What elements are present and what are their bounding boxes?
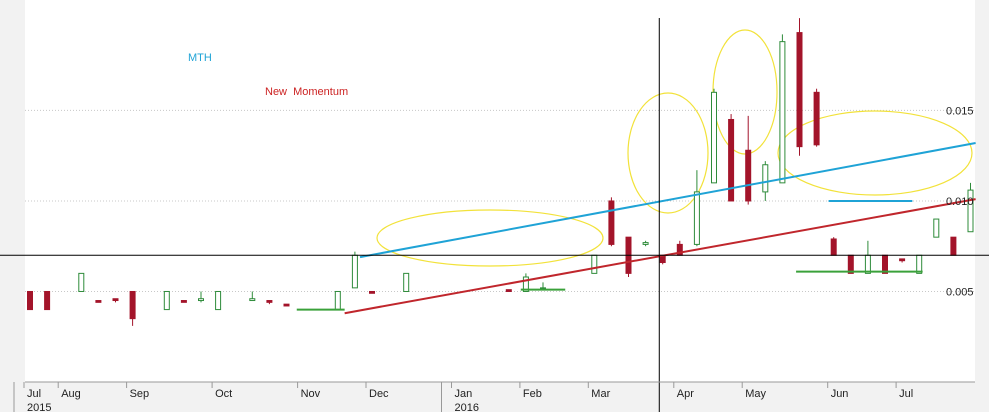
candle-body (334, 290, 341, 311)
candle-body (44, 290, 51, 311)
candle-body (27, 290, 33, 311)
x-tick-label: Oct (215, 388, 232, 400)
candle-body (403, 272, 410, 292)
candle-body (129, 290, 136, 320)
candle-body (78, 272, 85, 292)
plot-area (25, 0, 975, 382)
x-tick-label: Jul (27, 388, 41, 400)
x-tick-label: Sep (130, 388, 150, 400)
candle-body (266, 300, 273, 303)
trendline (344, 198, 976, 315)
candle-body (728, 118, 735, 202)
y-tick-label: 0.015 (946, 105, 974, 117)
annotation: MTH (188, 52, 212, 64)
ellipse (376, 209, 604, 267)
x-tick-label: Jul (899, 388, 913, 400)
candle-body (249, 298, 256, 302)
candle-body (899, 258, 906, 262)
candle-body (950, 236, 957, 256)
x-tick-label: May (745, 388, 766, 400)
candle-body (163, 290, 170, 311)
candle-body (198, 298, 204, 302)
candle-body (642, 242, 649, 245)
candle-body (591, 254, 598, 274)
axes: 0.005 0.010 0.015 Jul Aug Sep Oct Nov Dec Jan Feb M… (13, 105, 975, 412)
candle-body (351, 254, 358, 289)
candle-body (505, 289, 512, 292)
candle-body (796, 32, 803, 148)
x-tick-label: Feb (523, 388, 542, 400)
x-tick-label: Jan (455, 388, 473, 400)
y-tick-label: 0.010 (946, 196, 974, 208)
x-tick-label: Dec (369, 388, 389, 400)
x-tick-label: Jun (831, 388, 849, 400)
trendlines (0, 18, 989, 412)
candle-body (711, 91, 717, 184)
candle-body (779, 41, 786, 184)
candle-body (813, 91, 820, 146)
x-tick-label: Aug (61, 388, 81, 400)
candle-body (180, 300, 187, 303)
candle-body (112, 298, 119, 302)
candle-body (215, 290, 222, 311)
trendline (359, 142, 976, 259)
year-label: 2016 (455, 402, 479, 412)
candle-body (369, 290, 375, 294)
ellipse (627, 92, 709, 214)
candle-body (933, 218, 940, 238)
x-tick-label: Apr (677, 388, 694, 400)
annotation: New Momentum (265, 86, 348, 98)
x-tick-label: Mar (591, 388, 610, 400)
candle-body (745, 149, 752, 202)
x-tick-label: Nov (301, 388, 321, 400)
ellipse (777, 110, 973, 196)
year-label: 2015 (27, 402, 51, 412)
candle-body (693, 191, 700, 245)
candle-body (830, 238, 837, 256)
candle-body (762, 164, 769, 193)
candle-body (967, 189, 974, 233)
y-tick-label: 0.005 (946, 286, 974, 298)
candle-body (608, 200, 615, 245)
candle-body (283, 303, 290, 307)
candle-body (95, 300, 102, 303)
candle-body (522, 276, 529, 292)
